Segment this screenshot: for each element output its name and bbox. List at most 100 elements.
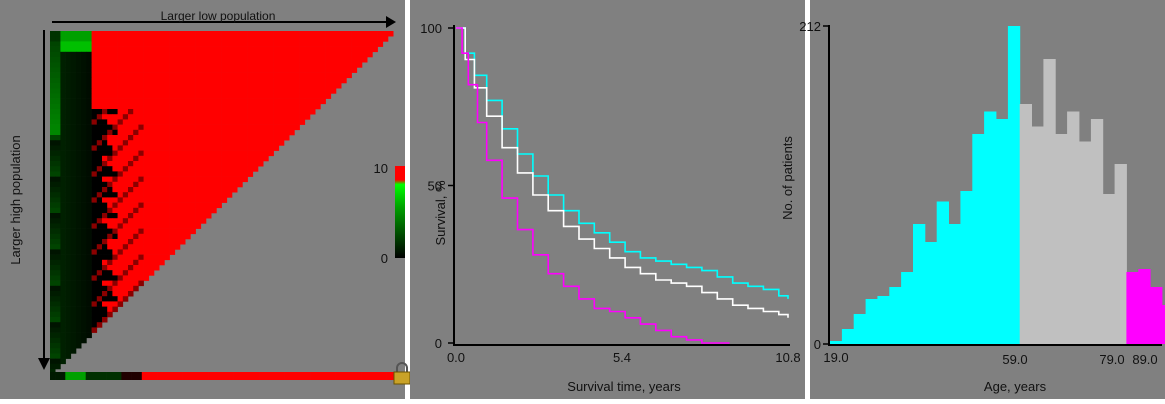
heatmap-cell bbox=[221, 46, 228, 53]
heatmap-cell bbox=[195, 129, 202, 136]
histogram-bar bbox=[948, 224, 961, 344]
strip-cell bbox=[172, 372, 178, 380]
heatmap-cell bbox=[159, 223, 165, 229]
heatmap-cell bbox=[60, 140, 66, 146]
heatmap-cell bbox=[81, 67, 87, 73]
heatmap-cell bbox=[55, 363, 61, 370]
strip-cell bbox=[233, 372, 239, 380]
heatmap-cell bbox=[226, 192, 233, 198]
heatmap-cell bbox=[70, 322, 77, 328]
heatmap-cell bbox=[65, 306, 72, 313]
heatmap-cell bbox=[60, 119, 66, 125]
heatmap-cell bbox=[159, 228, 165, 235]
heatmap-cell bbox=[174, 77, 181, 84]
strip-cell bbox=[187, 372, 194, 380]
heatmap-cell bbox=[216, 197, 222, 203]
heatmap-cell bbox=[164, 103, 170, 110]
heatmap-cell bbox=[273, 57, 280, 63]
heatmap-cell bbox=[195, 57, 202, 63]
heatmap-cell bbox=[143, 244, 150, 250]
heatmap-cell bbox=[138, 275, 144, 281]
heatmap-cell bbox=[185, 36, 191, 42]
heatmap-cell bbox=[200, 192, 207, 198]
heatmap-cell bbox=[76, 181, 82, 188]
heatmap-cell bbox=[133, 103, 139, 110]
heatmap-cell bbox=[221, 98, 228, 105]
heatmap-cell bbox=[185, 140, 191, 146]
heatmap-cell bbox=[185, 46, 191, 53]
heatmap-cell bbox=[143, 57, 150, 63]
heatmap-cell bbox=[221, 103, 228, 110]
heatmap-cell bbox=[55, 223, 61, 229]
heatmap-cell bbox=[143, 171, 150, 177]
heatmap-cell bbox=[96, 31, 103, 37]
heatmap-cell bbox=[195, 88, 202, 94]
heatmap-cell bbox=[185, 223, 191, 229]
heatmap-cell bbox=[284, 31, 290, 37]
heatmap-cell bbox=[76, 213, 82, 219]
heatmap-cell bbox=[60, 228, 66, 235]
heatmap-cell bbox=[86, 249, 92, 255]
heatmap-cell bbox=[60, 270, 66, 276]
heatmap-cell bbox=[247, 41, 254, 47]
heatmap-cell bbox=[164, 98, 170, 105]
heatmap-cell bbox=[211, 72, 217, 79]
heatmap-cell bbox=[81, 114, 87, 120]
heatmap-cell bbox=[91, 124, 98, 131]
heatmap-cell bbox=[65, 150, 72, 157]
heatmap-cell bbox=[70, 275, 77, 281]
heatmap-cell bbox=[221, 129, 228, 136]
heatmap-cell bbox=[247, 129, 254, 136]
heatmap-cell bbox=[143, 155, 150, 162]
heatmap-cell bbox=[190, 31, 196, 37]
heatmap-cell bbox=[304, 109, 311, 115]
heatmap-cell bbox=[289, 62, 295, 68]
heatmap-cell bbox=[143, 202, 150, 209]
heatmap-cell bbox=[96, 161, 103, 167]
heatmap-cell bbox=[174, 103, 181, 110]
heatmap-cell bbox=[148, 124, 155, 131]
heatmap-cell bbox=[76, 296, 82, 302]
heatmap-cell bbox=[122, 270, 129, 276]
heatmap-cell bbox=[310, 93, 316, 99]
heatmap-cell bbox=[138, 129, 144, 136]
heatmap-cell bbox=[195, 98, 202, 105]
heatmap-cell bbox=[76, 155, 82, 162]
heatmap-cell bbox=[190, 83, 196, 89]
heatmap-cell bbox=[117, 166, 124, 172]
heatmap-cell bbox=[122, 197, 129, 203]
heatmap-cell bbox=[299, 119, 306, 125]
heatmap-cell bbox=[76, 67, 82, 73]
strip-cell bbox=[203, 372, 209, 380]
heatmap-cell bbox=[174, 119, 181, 125]
heatmap-cell bbox=[133, 51, 139, 58]
heatmap-cell bbox=[154, 51, 160, 58]
heatmap-cell bbox=[159, 181, 165, 188]
heatmap-cell bbox=[211, 67, 217, 73]
heatmap-cell bbox=[221, 67, 228, 73]
heatmap-cell bbox=[185, 228, 191, 235]
heatmap-cell bbox=[278, 31, 285, 37]
heatmap-cell bbox=[81, 36, 87, 42]
heatmap-cell bbox=[65, 187, 72, 193]
heatmap-cell bbox=[81, 77, 87, 84]
heatmap-cell bbox=[122, 124, 129, 131]
strip-cell bbox=[228, 372, 234, 380]
heatmap-cell bbox=[122, 254, 129, 261]
heatmap-cell bbox=[200, 88, 207, 94]
heatmap-cell bbox=[221, 93, 228, 99]
heatmap-cell bbox=[81, 187, 87, 193]
heatmap-cell bbox=[367, 51, 373, 58]
heatmap-cell bbox=[169, 171, 176, 177]
heatmap-cell bbox=[122, 83, 129, 89]
heatmap-cell bbox=[226, 145, 233, 151]
heatmap-cell bbox=[148, 259, 155, 266]
heatmap-cell bbox=[96, 322, 103, 328]
lock-icon[interactable] bbox=[393, 362, 411, 385]
heatmap-cell bbox=[55, 218, 61, 224]
heatmap-cell bbox=[70, 181, 77, 188]
heatmap-cell bbox=[70, 187, 77, 193]
heatmap-cell bbox=[169, 31, 176, 37]
heatmap-cell bbox=[138, 57, 144, 63]
heatmap-cell bbox=[138, 88, 144, 94]
